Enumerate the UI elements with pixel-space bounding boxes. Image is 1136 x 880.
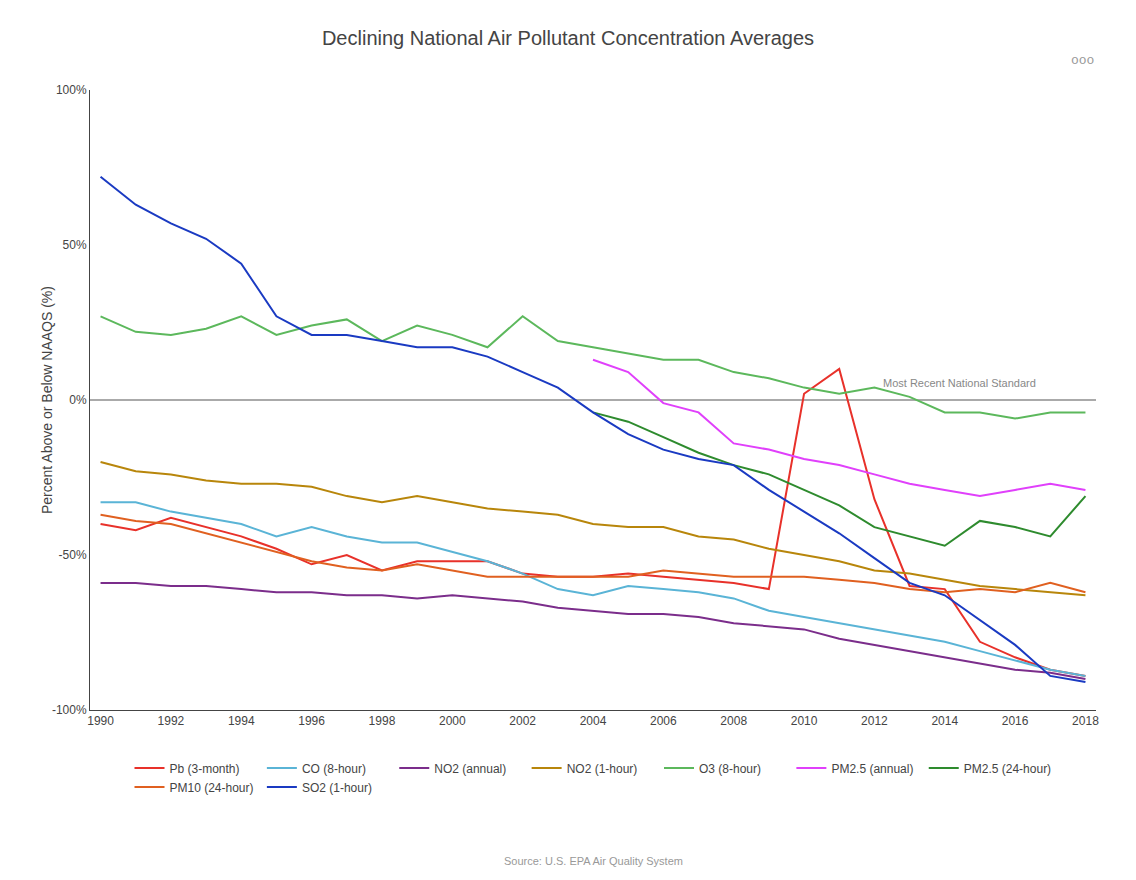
svg-text:1994: 1994 <box>228 714 255 728</box>
svg-text:2010: 2010 <box>791 714 818 728</box>
svg-text:-100%: -100% <box>52 703 87 717</box>
svg-text:0%: 0% <box>69 393 87 407</box>
svg-text:2006: 2006 <box>650 714 677 728</box>
svg-text:2000: 2000 <box>439 714 466 728</box>
svg-text:Pb (3-month): Pb (3-month) <box>170 762 240 776</box>
svg-text:2004: 2004 <box>580 714 607 728</box>
svg-text:1992: 1992 <box>158 714 185 728</box>
svg-text:2012: 2012 <box>861 714 888 728</box>
svg-text:Percent Above or Below NAAQS (: Percent Above or Below NAAQS (%) <box>39 286 55 514</box>
svg-text:1996: 1996 <box>298 714 325 728</box>
svg-text:NO2 (annual): NO2 (annual) <box>434 762 506 776</box>
svg-text:PM2.5 (annual): PM2.5 (annual) <box>831 762 913 776</box>
svg-text:2018: 2018 <box>1072 714 1099 728</box>
svg-text:PM10 (24-hour): PM10 (24-hour) <box>170 781 254 795</box>
svg-text:NO2 (1-hour): NO2 (1-hour) <box>567 762 638 776</box>
svg-text:ooo: ooo <box>1071 53 1094 68</box>
svg-text:CO (8-hour): CO (8-hour) <box>302 762 366 776</box>
svg-text:2008: 2008 <box>720 714 747 728</box>
svg-text:SO2 (1-hour): SO2 (1-hour) <box>302 781 372 795</box>
svg-text:1990: 1990 <box>87 714 114 728</box>
svg-text:100%: 100% <box>56 83 87 97</box>
svg-text:Source: U.S. EPA Air Quality S: Source: U.S. EPA Air Quality System <box>504 855 683 867</box>
svg-text:50%: 50% <box>63 238 87 252</box>
svg-text:-50%: -50% <box>59 548 87 562</box>
svg-text:1998: 1998 <box>369 714 396 728</box>
svg-text:PM2.5 (24-hour): PM2.5 (24-hour) <box>964 762 1051 776</box>
svg-text:2002: 2002 <box>509 714 536 728</box>
svg-text:Declining National Air Polluta: Declining National Air Pollutant Concent… <box>322 27 814 49</box>
svg-text:2014: 2014 <box>931 714 958 728</box>
svg-text:Most Recent National Standard: Most Recent National Standard <box>883 377 1036 389</box>
svg-text:2016: 2016 <box>1002 714 1029 728</box>
svg-text:O3 (8-hour): O3 (8-hour) <box>699 762 761 776</box>
